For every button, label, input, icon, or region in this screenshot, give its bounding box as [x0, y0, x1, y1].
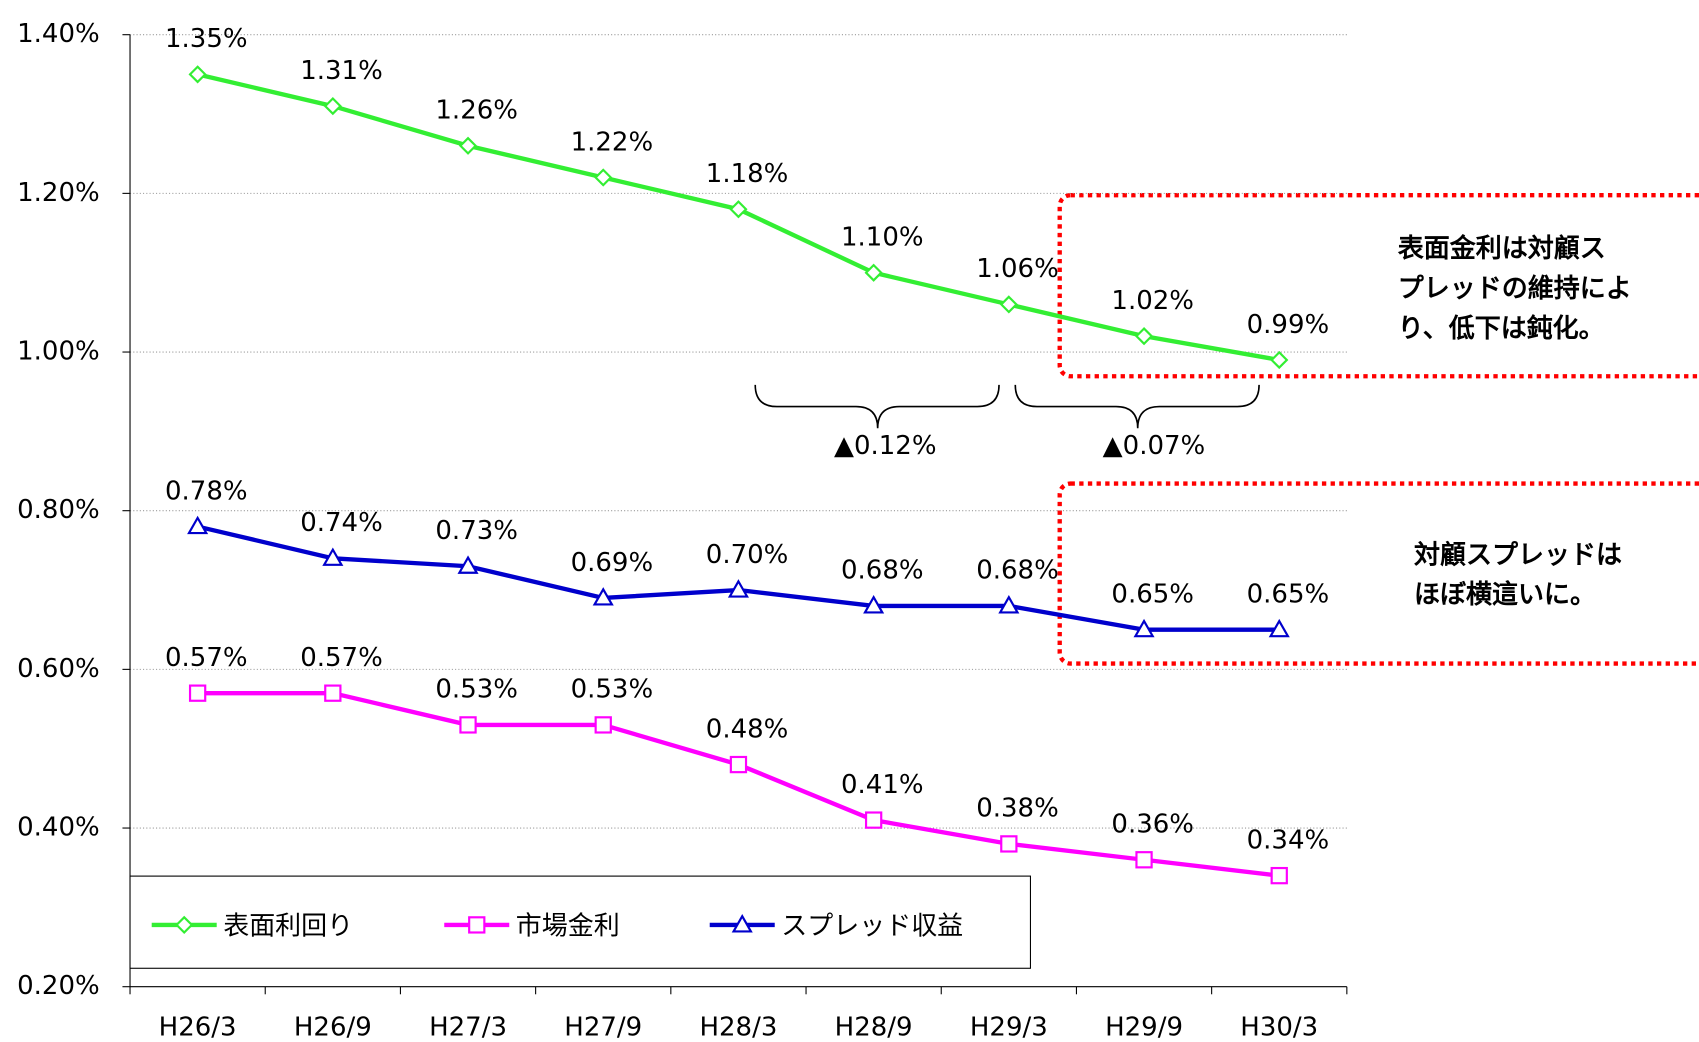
data-label: 0.70% — [706, 540, 789, 570]
data-label: 1.10% — [841, 222, 924, 252]
x-tick-label: H29/3 — [970, 1012, 1048, 1042]
data-label: 0.57% — [165, 643, 248, 673]
marker — [459, 716, 477, 734]
marker — [188, 65, 207, 84]
marker — [324, 684, 342, 702]
legend-label: スプレッド収益 — [781, 912, 963, 942]
data-label: 0.69% — [571, 548, 654, 578]
data-label: 1.22% — [571, 127, 654, 157]
data-label: 1.18% — [706, 159, 789, 189]
legend-label: 市場金利 — [516, 912, 620, 942]
data-label: 0.68% — [976, 556, 1059, 586]
marker — [998, 595, 1020, 614]
marker — [187, 515, 209, 535]
data-label: 0.73% — [435, 516, 518, 546]
data-label: 0.74% — [300, 508, 383, 538]
data-label: 0.38% — [976, 794, 1059, 824]
x-tick-label: H27/3 — [429, 1012, 507, 1042]
marker — [864, 811, 883, 829]
legend — [129, 875, 1031, 969]
data-label: 0.65% — [1247, 579, 1330, 609]
x-tick-label: H27/9 — [564, 1012, 642, 1042]
y-tick-label: 0.40% — [17, 813, 100, 843]
marker — [729, 755, 748, 774]
marker — [727, 579, 749, 598]
data-label: 1.35% — [165, 24, 248, 54]
data-label: 0.99% — [1247, 310, 1330, 340]
annotation-line: り、低下は鈍化。 — [1398, 313, 1605, 344]
marker — [1268, 618, 1290, 638]
y-tick-label: 1.20% — [17, 178, 100, 208]
data-label: 0.48% — [706, 714, 789, 744]
x-tick-label: H29/9 — [1105, 1012, 1183, 1042]
marker — [468, 916, 486, 934]
marker — [175, 915, 194, 935]
x-tick-label: H28/9 — [835, 1012, 913, 1042]
data-label: 0.78% — [165, 476, 248, 506]
data-label: 1.26% — [435, 96, 518, 126]
data-label: 0.68% — [841, 556, 924, 586]
x-tick-label: H26/9 — [294, 1012, 372, 1042]
marker — [999, 295, 1018, 314]
marker — [864, 263, 883, 282]
annotation-line: 対顧スプレッドは — [1414, 540, 1622, 571]
marker — [322, 547, 344, 566]
marker — [188, 684, 207, 702]
annotation-line: プレッドの維持によ — [1398, 273, 1632, 304]
marker — [1133, 618, 1155, 638]
marker — [731, 914, 753, 933]
marker — [594, 168, 613, 187]
y-tick-label: 1.40% — [17, 19, 100, 49]
legend-label: 表面利回り — [223, 912, 353, 942]
marker — [863, 595, 885, 614]
annotation: ▲0.07% — [1103, 431, 1206, 461]
y-tick-label: 0.60% — [17, 654, 100, 684]
y-tick-label: 0.20% — [17, 971, 100, 1001]
annotation-line: 表面金利は対顧ス — [1398, 233, 1606, 264]
data-label: 0.53% — [571, 675, 654, 705]
marker — [323, 96, 342, 116]
marker — [1134, 327, 1154, 346]
marker — [1270, 350, 1289, 370]
data-label: 0.41% — [841, 770, 924, 800]
data-label: 0.53% — [435, 675, 518, 705]
x-tick-label: H28/3 — [699, 1012, 777, 1042]
marker — [729, 200, 748, 219]
brace — [754, 384, 1000, 429]
marker — [1135, 851, 1153, 869]
data-label: 0.36% — [1111, 810, 1194, 840]
x-tick-label: H30/3 — [1240, 1012, 1318, 1042]
highlight-box — [1057, 481, 1699, 666]
data-label: 1.06% — [976, 254, 1059, 284]
marker — [1270, 866, 1288, 885]
y-tick-label: 1.00% — [17, 337, 100, 367]
data-label: 0.65% — [1111, 579, 1194, 609]
marker — [594, 716, 612, 734]
data-label: 0.57% — [300, 643, 383, 673]
marker — [592, 587, 614, 606]
brace — [1014, 384, 1260, 429]
y-tick-label: 0.80% — [17, 495, 100, 525]
marker — [458, 136, 478, 155]
data-label: 0.34% — [1247, 825, 1330, 855]
marker — [1000, 835, 1018, 853]
x-tick-label: H26/3 — [159, 1012, 237, 1042]
data-label: 1.02% — [1111, 286, 1194, 316]
marker — [457, 555, 479, 574]
annotation-line: ほぼ横這いに。 — [1414, 579, 1596, 610]
annotation: ▲0.12% — [834, 431, 937, 461]
highlight-box — [1057, 193, 1699, 379]
data-label: 1.31% — [300, 56, 383, 86]
